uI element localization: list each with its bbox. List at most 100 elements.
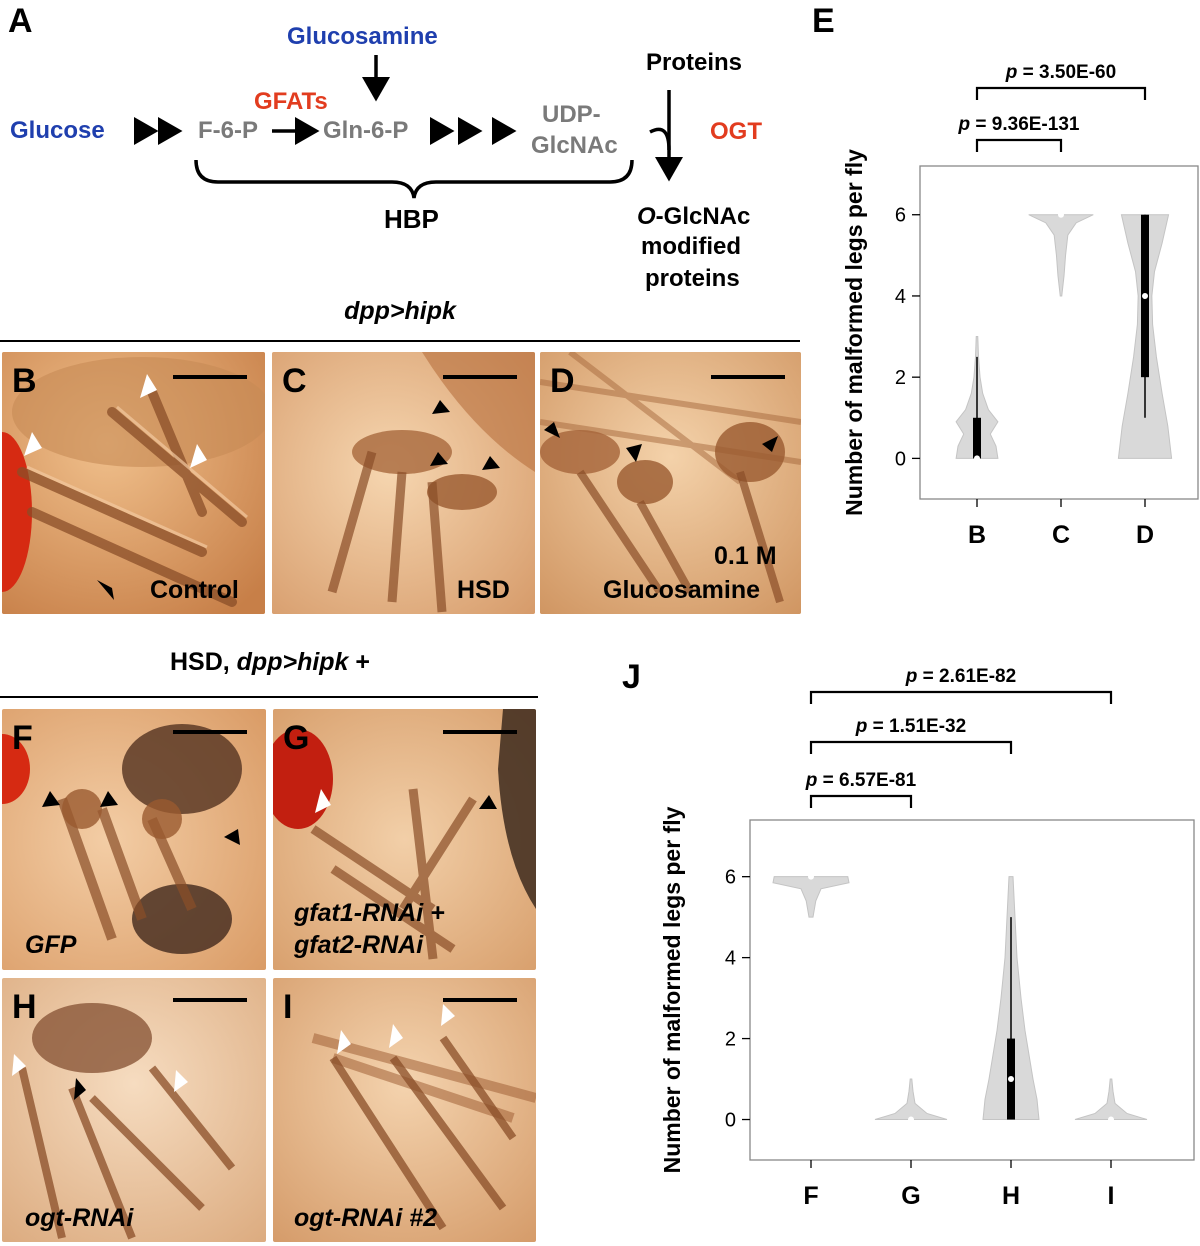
scale-bar-c (443, 375, 517, 379)
caption-d-1: 0.1 M (714, 542, 777, 570)
modified-label: modified (641, 233, 741, 260)
panel-label-a: A (8, 2, 33, 40)
photo-d-art (540, 352, 801, 614)
median-dot-G (908, 1116, 914, 1123)
p-value-label: p = 9.36E-131 (958, 114, 1080, 135)
median-dot-F (808, 873, 814, 880)
violin-I (1074, 1078, 1148, 1121)
caption-f: GFP (25, 931, 77, 959)
plot-frame (919, 165, 1199, 500)
y-tick-label: 2 (895, 367, 906, 389)
caption-g-2: gfat2-RNAi (294, 931, 424, 959)
photo-g (273, 709, 536, 970)
panel-label-f: F (12, 719, 33, 757)
y-axis-label: Number of malformed legs per fly (841, 149, 867, 516)
proteins-label: Proteins (646, 49, 743, 76)
violin-G (874, 1078, 948, 1121)
panel-label-e: E (812, 2, 835, 40)
scale-bar-g (443, 730, 517, 734)
row1-divider (0, 340, 800, 342)
caption-c: HSD (457, 576, 510, 604)
caption-d-2: Glucosamine (603, 576, 760, 604)
photo-i-art (273, 978, 536, 1242)
comparison-bracket (809, 794, 913, 808)
scale-bar-d (711, 375, 785, 379)
x-tick-label-I: I (1108, 1182, 1115, 1210)
x-tick-label-H: H (1002, 1182, 1020, 1210)
panel-label-b: B (12, 362, 37, 400)
glucose-label: Glucose (10, 117, 105, 144)
y-tick-label: 0 (895, 448, 906, 470)
photo-h-art (2, 978, 266, 1242)
iqr-box-B (973, 417, 981, 459)
y-tick-label: 0 (725, 1110, 736, 1132)
plot-frame (749, 819, 1195, 1161)
x-tick-label-F: F (803, 1182, 818, 1210)
panel-label-j: J (622, 658, 641, 696)
y-axis-label: Number of malformed legs per fly (659, 806, 685, 1173)
panel-label-g: G (283, 719, 310, 757)
p-value-label: p = 3.50E-60 (1005, 62, 1116, 83)
photo-b-art (2, 352, 265, 614)
violin-C (1028, 214, 1094, 297)
chart-j: 0 2 4 6 Number of malformed legs per fly F G H I… (659, 666, 1195, 1210)
pathway-diagram (134, 55, 683, 199)
glucosamine-label: Glucosamine (287, 23, 438, 50)
photo-d (540, 352, 801, 614)
photo-b (2, 352, 265, 614)
caption-i: ogt-RNAi #2 (294, 1204, 438, 1232)
x-tick-label-B: B (968, 521, 986, 549)
comparison-bracket (975, 86, 1147, 100)
udp-label: UDP- (542, 101, 601, 128)
row1-header: dpp>hipk (344, 297, 456, 325)
x-tick-label-G: G (901, 1182, 920, 1210)
y-tick-label: 4 (895, 286, 906, 308)
ogt-label: OGT (710, 118, 762, 145)
udp-glcnac-curve (649, 127, 671, 151)
photo-c (272, 352, 535, 614)
caption-b: Control (150, 576, 239, 604)
y-tick-label: 6 (895, 205, 906, 227)
scale-bar-b (173, 375, 247, 379)
photo-f-art (2, 709, 266, 970)
row2-header: HSD, dpp>hipk + (169, 648, 371, 676)
y-tick-label: 6 (725, 867, 736, 889)
photo-c-art (272, 352, 535, 614)
proteins-out-label: proteins (645, 265, 740, 292)
caption-h: ogt-RNAi (25, 1204, 134, 1232)
hbp-label: HBP (384, 204, 439, 234)
gln6p-label: Gln-6-P (323, 117, 409, 144)
scale-bar-f (173, 730, 247, 734)
violin-F (772, 876, 850, 918)
chart-e: 0 2 4 6 Number of malformed legs per fly B C Dp… (841, 62, 1199, 549)
caption-g-1: gfat1-RNAi + (294, 899, 445, 927)
photo-f (2, 709, 266, 970)
x-tick-label-D: D (1136, 521, 1154, 549)
x-tick-label-C: C (1052, 521, 1070, 549)
hbp-brace (194, 159, 634, 199)
panel-label-c: C (282, 362, 307, 400)
panel-label-i: I (283, 988, 293, 1026)
panel-label-h: H (12, 988, 37, 1026)
p-value-label: p = 6.57E-81 (805, 770, 917, 791)
comparison-bracket (809, 690, 1113, 704)
y-tick-label: 2 (725, 1029, 736, 1051)
scale-bar-h (173, 998, 247, 1002)
median-dot-I (1108, 1116, 1114, 1123)
y-tick-label: 4 (725, 948, 736, 970)
median-dot-B (974, 455, 980, 462)
o-glcnac-label: O-GlcNAc (637, 203, 751, 230)
glcnac-label: GlcNAc (531, 132, 618, 159)
photo-i (273, 978, 536, 1242)
comparison-bracket (975, 138, 1063, 152)
comparison-bracket (809, 740, 1013, 754)
panel-label-d: D (550, 362, 575, 400)
photo-h (2, 978, 266, 1242)
row2-divider (0, 696, 538, 698)
median-dot-D (1142, 292, 1148, 299)
photo-g-art (273, 709, 536, 970)
median-dot-H (1008, 1076, 1014, 1083)
p-value-label: p = 2.61E-82 (905, 666, 1016, 687)
f6p-label: F-6-P (198, 117, 258, 144)
median-dot-C (1058, 211, 1064, 218)
